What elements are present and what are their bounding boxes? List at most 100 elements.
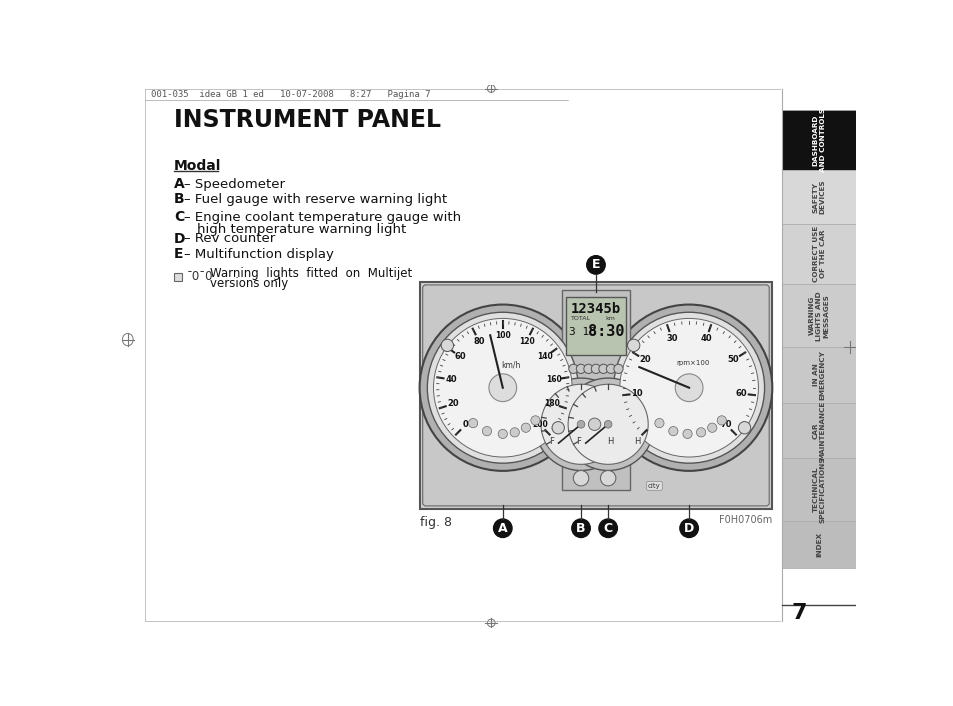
Circle shape <box>599 470 616 486</box>
Bar <box>781 347 856 402</box>
Circle shape <box>613 312 763 463</box>
Circle shape <box>440 339 453 352</box>
Circle shape <box>535 378 626 470</box>
Text: 80: 80 <box>473 337 484 345</box>
Bar <box>781 284 856 347</box>
Circle shape <box>696 428 705 437</box>
Text: 12345b: 12345b <box>570 301 620 316</box>
Text: 70: 70 <box>720 420 731 429</box>
Text: D: D <box>173 232 185 246</box>
Circle shape <box>675 374 702 402</box>
Text: 140: 140 <box>537 352 553 361</box>
Text: 20: 20 <box>639 355 650 364</box>
Text: CAR
MAINTENANCE: CAR MAINTENANCE <box>812 401 825 460</box>
Circle shape <box>561 378 654 470</box>
Bar <box>565 297 625 355</box>
Text: H: H <box>606 437 613 445</box>
Text: 8:30: 8:30 <box>588 324 624 340</box>
Circle shape <box>654 419 663 428</box>
Text: D: D <box>683 522 694 534</box>
Text: B: B <box>173 193 185 206</box>
Text: 200: 200 <box>532 420 547 429</box>
Circle shape <box>606 364 615 373</box>
Text: 20: 20 <box>447 400 458 408</box>
Text: versions only: versions only <box>210 277 288 290</box>
Circle shape <box>568 364 578 373</box>
Bar <box>781 224 856 284</box>
Text: 10: 10 <box>631 389 642 398</box>
Text: H: H <box>634 437 640 445</box>
Text: city: city <box>647 483 660 489</box>
Circle shape <box>619 318 758 457</box>
Text: 7: 7 <box>791 603 806 623</box>
Circle shape <box>576 364 585 373</box>
Text: – Fuel gauge with reserve warning light: – Fuel gauge with reserve warning light <box>184 193 447 206</box>
Text: 001-035  idea GB 1 ed   10-07-2008   8:27   Pagina 7: 001-035 idea GB 1 ed 10-07-2008 8:27 Pag… <box>151 90 430 100</box>
Text: C: C <box>173 210 184 225</box>
Circle shape <box>738 421 750 434</box>
Circle shape <box>520 423 530 432</box>
Text: F0H0706m: F0H0706m <box>719 515 772 525</box>
Text: IN AN
EMERGENCY: IN AN EMERGENCY <box>812 350 825 400</box>
Text: rpm×100: rpm×100 <box>676 360 709 366</box>
Text: A: A <box>497 522 507 534</box>
Text: fig. 8: fig. 8 <box>419 516 451 530</box>
Bar <box>781 521 856 568</box>
Circle shape <box>586 256 604 274</box>
Text: 0: 0 <box>462 420 468 429</box>
Circle shape <box>497 429 507 438</box>
Text: – Multifunction display: – Multifunction display <box>184 248 334 261</box>
Circle shape <box>571 519 590 537</box>
Text: F: F <box>576 437 580 445</box>
Text: – Speedometer: – Speedometer <box>184 177 285 191</box>
Text: DASHBOARD
AND CONTROLS: DASHBOARD AND CONTROLS <box>812 108 825 172</box>
Circle shape <box>588 418 600 431</box>
Text: INDEX: INDEX <box>816 532 821 557</box>
Text: 40: 40 <box>445 375 456 384</box>
Text: F: F <box>549 437 554 445</box>
Circle shape <box>682 429 692 438</box>
Circle shape <box>707 423 716 432</box>
Circle shape <box>679 519 698 537</box>
Text: 60: 60 <box>735 389 746 398</box>
Circle shape <box>419 304 585 471</box>
Bar <box>781 402 856 458</box>
Text: E: E <box>173 247 183 261</box>
Bar <box>173 273 181 281</box>
FancyBboxPatch shape <box>422 285 768 506</box>
Circle shape <box>577 421 584 428</box>
Circle shape <box>482 426 491 436</box>
Text: C: C <box>603 522 612 534</box>
Circle shape <box>510 428 518 437</box>
Text: WARNING
LIGHTS AND
MESSAGES: WARNING LIGHTS AND MESSAGES <box>808 291 828 340</box>
Text: 160: 160 <box>546 375 561 384</box>
Text: Modal: Modal <box>173 160 221 174</box>
Circle shape <box>488 374 517 402</box>
Text: CORRECT USE
OF THE CAR: CORRECT USE OF THE CAR <box>812 226 825 282</box>
Text: km/h: km/h <box>500 360 519 369</box>
Circle shape <box>573 470 588 486</box>
Text: 100: 100 <box>495 331 510 340</box>
Bar <box>781 110 856 170</box>
Circle shape <box>530 416 539 425</box>
Circle shape <box>605 304 772 471</box>
Text: INSTRUMENT PANEL: INSTRUMENT PANEL <box>173 108 440 132</box>
Text: SAFETY
DEVICES: SAFETY DEVICES <box>812 180 825 215</box>
Bar <box>781 170 856 224</box>
Circle shape <box>433 318 572 457</box>
Text: 60: 60 <box>455 352 466 361</box>
Bar <box>419 282 772 509</box>
Text: 40: 40 <box>700 334 712 343</box>
Circle shape <box>568 384 647 465</box>
Text: 30: 30 <box>665 334 677 343</box>
Circle shape <box>613 364 622 373</box>
Circle shape <box>552 421 564 434</box>
Text: E: E <box>591 258 599 271</box>
Circle shape <box>493 519 512 537</box>
Text: 120: 120 <box>518 337 534 345</box>
Text: B: B <box>576 522 585 534</box>
Circle shape <box>598 519 617 537</box>
Circle shape <box>603 421 612 428</box>
Text: high temperature warning light: high temperature warning light <box>197 223 406 236</box>
Bar <box>561 289 629 490</box>
